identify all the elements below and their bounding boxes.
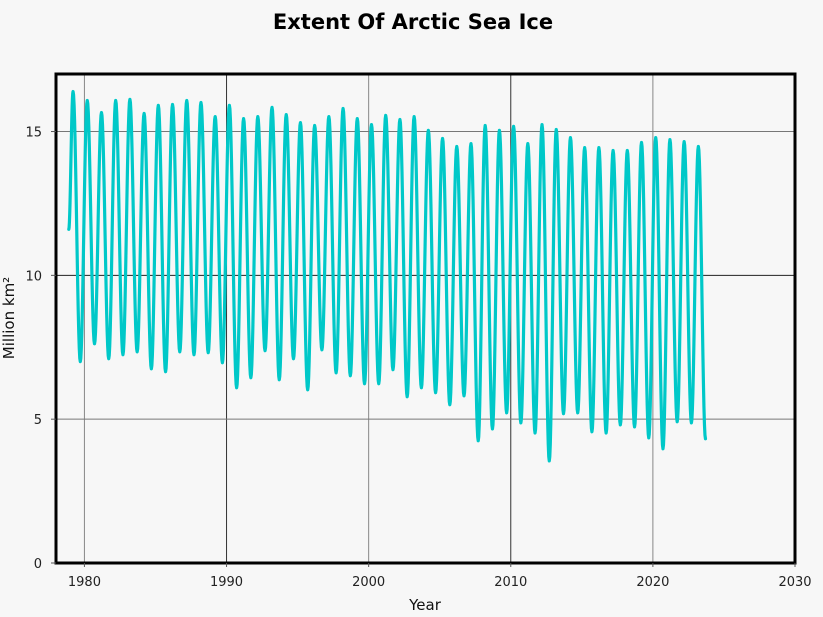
y-axis-label: Million km² [0,277,18,359]
series-layer [67,89,708,463]
x-tick-label: 2020 [636,575,669,590]
y-tick-label: 5 [34,413,42,428]
plot-frame [54,72,797,565]
x-tick-label: 1990 [210,575,243,590]
x-axis-label: Year [408,596,442,614]
x-tick-label: 1980 [68,575,101,590]
chart-title: Extent Of Arctic Sea Ice [273,10,553,34]
x-tick-label: 2010 [494,575,527,590]
y-tick-label: 0 [34,557,42,572]
y-tick-label: 15 [25,126,42,141]
series-line [67,89,708,463]
y-tick-label: 10 [25,269,42,284]
y-axis: 0 5 10 15 [25,126,56,572]
x-tick-label: 2030 [778,575,811,590]
x-tick-label: 2000 [352,575,385,590]
x-axis: 1980 1990 2000 2010 2020 2030 [68,563,812,590]
